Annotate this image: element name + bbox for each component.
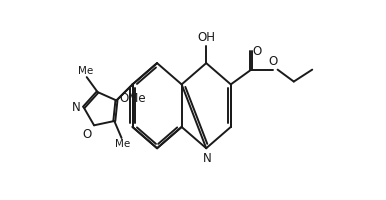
Text: N: N xyxy=(203,152,212,165)
Text: Me: Me xyxy=(78,66,93,76)
Text: N: N xyxy=(71,101,80,114)
Text: O: O xyxy=(83,128,92,141)
Text: O: O xyxy=(253,45,262,58)
Text: OMe: OMe xyxy=(119,92,146,105)
Text: Me: Me xyxy=(115,139,130,149)
Text: O: O xyxy=(269,55,278,68)
Text: OH: OH xyxy=(197,31,215,44)
